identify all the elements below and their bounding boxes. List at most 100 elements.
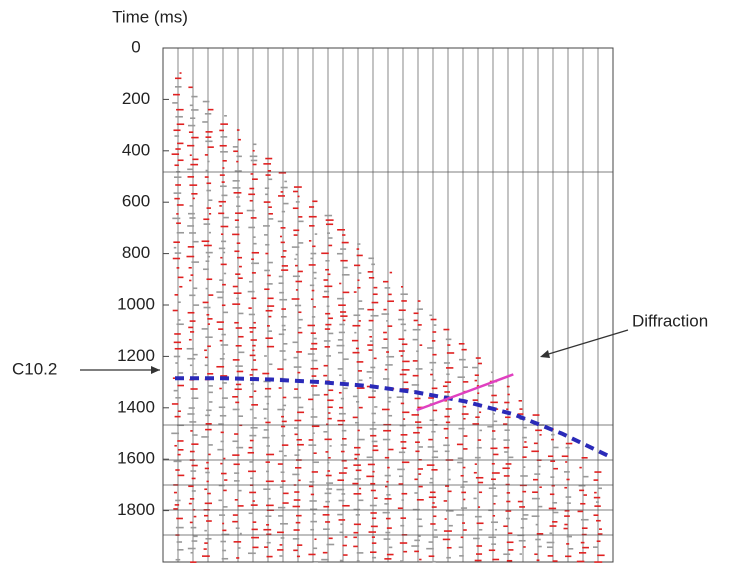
wiggle — [357, 243, 361, 245]
wiggle — [539, 486, 542, 489]
wiggle — [236, 242, 241, 245]
wiggle — [444, 450, 450, 453]
wiggle — [252, 149, 255, 152]
wiggle — [307, 324, 316, 327]
wiggle — [191, 443, 199, 445]
wiggle — [338, 499, 345, 502]
wiggle — [298, 242, 304, 244]
wiggle — [340, 311, 347, 313]
wiggle — [234, 170, 242, 172]
wiggle — [190, 331, 195, 333]
wiggle — [188, 485, 194, 488]
wiggle — [237, 312, 244, 315]
wiggle — [175, 558, 181, 561]
wiggle — [339, 282, 342, 285]
wiggle — [401, 300, 407, 302]
wiggle — [203, 268, 209, 271]
wiggle — [207, 492, 211, 495]
wiggle — [221, 557, 229, 560]
wiggle — [204, 488, 208, 491]
wiggle — [187, 311, 195, 314]
wiggle — [323, 393, 329, 396]
wiggle — [277, 368, 284, 370]
wiggle — [188, 131, 194, 133]
wiggle — [462, 381, 469, 383]
wiggle — [382, 280, 389, 283]
wiggle — [472, 423, 480, 425]
wiggle — [488, 536, 497, 539]
wiggle — [205, 287, 209, 290]
wiggle — [267, 297, 274, 300]
wiggle — [381, 313, 390, 315]
wiggle — [531, 497, 540, 500]
wiggle — [382, 438, 391, 441]
y-tick-label: 1800 — [117, 500, 155, 519]
wiggle — [201, 436, 209, 438]
wiggle — [308, 398, 314, 401]
wiggle — [446, 352, 455, 354]
y-axis-label: Time (ms) — [112, 7, 188, 26]
wiggle — [313, 337, 317, 340]
wiggle — [205, 423, 212, 425]
wiggle — [355, 514, 360, 516]
wiggle — [462, 366, 468, 368]
wiggle — [415, 450, 420, 453]
wiggle — [580, 502, 586, 505]
wiggle — [325, 521, 331, 523]
wiggle — [336, 344, 345, 347]
wiggle — [251, 262, 260, 265]
wiggle — [474, 515, 482, 518]
wiggle — [372, 449, 379, 452]
wiggle — [325, 451, 329, 453]
wiggle — [297, 443, 304, 446]
wiggle — [295, 264, 298, 267]
wiggle — [252, 344, 256, 347]
wiggle — [428, 541, 433, 543]
wiggle — [383, 331, 387, 334]
wiggle — [263, 380, 271, 383]
wiggle — [593, 496, 601, 499]
wiggle — [322, 296, 330, 298]
wiggle — [458, 427, 465, 430]
wiggle — [177, 410, 181, 413]
wiggle — [458, 546, 463, 549]
wiggle — [400, 355, 403, 357]
wiggle — [267, 330, 272, 332]
wiggle — [265, 309, 273, 312]
wiggle — [473, 537, 480, 540]
wiggle — [535, 538, 541, 541]
wiggle — [190, 561, 197, 563]
wiggle — [265, 157, 273, 160]
wiggle — [492, 483, 495, 485]
wiggle — [324, 214, 333, 217]
wiggle — [338, 519, 346, 521]
wiggle — [325, 474, 332, 477]
wiggle — [297, 270, 303, 273]
wiggle — [387, 325, 393, 327]
diffraction-label: Diffraction — [632, 311, 708, 330]
wiggle — [294, 419, 302, 422]
wiggle — [173, 341, 182, 344]
wiggle — [188, 326, 194, 329]
wiggle — [266, 445, 270, 447]
wiggle — [367, 308, 374, 311]
wiggle — [311, 408, 314, 410]
wiggle — [535, 523, 538, 526]
wiggle — [202, 301, 209, 304]
wiggle — [321, 252, 329, 255]
wiggle — [477, 439, 482, 441]
wiggle — [249, 280, 253, 283]
wiggle — [429, 491, 436, 494]
wiggle — [282, 502, 289, 504]
wiggle — [382, 511, 390, 514]
wiggle — [221, 240, 227, 243]
wiggle — [313, 306, 316, 308]
wiggle — [251, 297, 257, 300]
wiggle — [366, 371, 374, 373]
wiggle — [384, 368, 388, 371]
wiggle — [189, 421, 197, 423]
wiggle — [418, 473, 422, 475]
wiggle — [340, 315, 348, 317]
wiggle — [177, 276, 184, 279]
wiggle — [175, 77, 182, 80]
